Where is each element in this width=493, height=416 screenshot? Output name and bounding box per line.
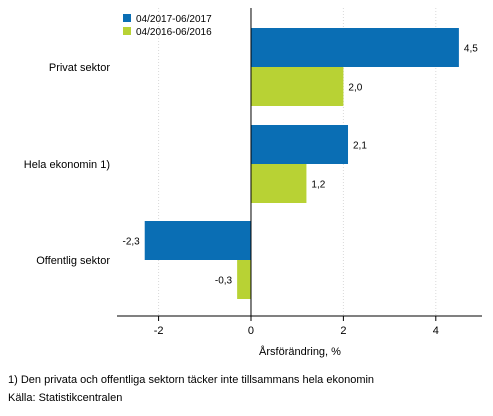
bar [237, 260, 251, 299]
x-tick-label: 2 [340, 325, 346, 337]
legend-swatch [123, 27, 131, 35]
data-label: -0,3 [215, 276, 233, 287]
data-label: 1,2 [311, 180, 325, 191]
legend-swatch [123, 14, 131, 22]
data-label: 2,0 [348, 83, 362, 94]
x-tick-label: 0 [248, 325, 254, 337]
category-label: Hela ekonomin 1) [24, 159, 110, 171]
bar [250, 164, 307, 203]
bar [144, 221, 251, 260]
bar-chart: 4,5 2,0 Privat sektor 2,1 1,2 Hela ekonomin 1… [24, 8, 482, 358]
legend-label: 04/2017-06/2017 [136, 14, 212, 25]
x-tick-label: 4 [433, 325, 439, 337]
source-note: Källa: Statistikcentralen [8, 392, 123, 404]
data-label: 2,1 [353, 141, 367, 152]
data-label: 4,5 [464, 44, 478, 55]
footnote: 1) Den privata och offentliga sektorn tä… [8, 374, 375, 386]
bar [250, 67, 344, 106]
category-label: Offentlig sektor [36, 255, 110, 267]
x-tick-label: -2 [154, 325, 164, 337]
bar [250, 125, 349, 164]
data-label: -2,3 [122, 237, 140, 248]
legend-label: 04/2016-06/2016 [136, 27, 212, 38]
x-axis-title: Årsförändring, % [259, 345, 341, 358]
category-label: Privat sektor [49, 62, 110, 74]
bar [250, 28, 459, 67]
